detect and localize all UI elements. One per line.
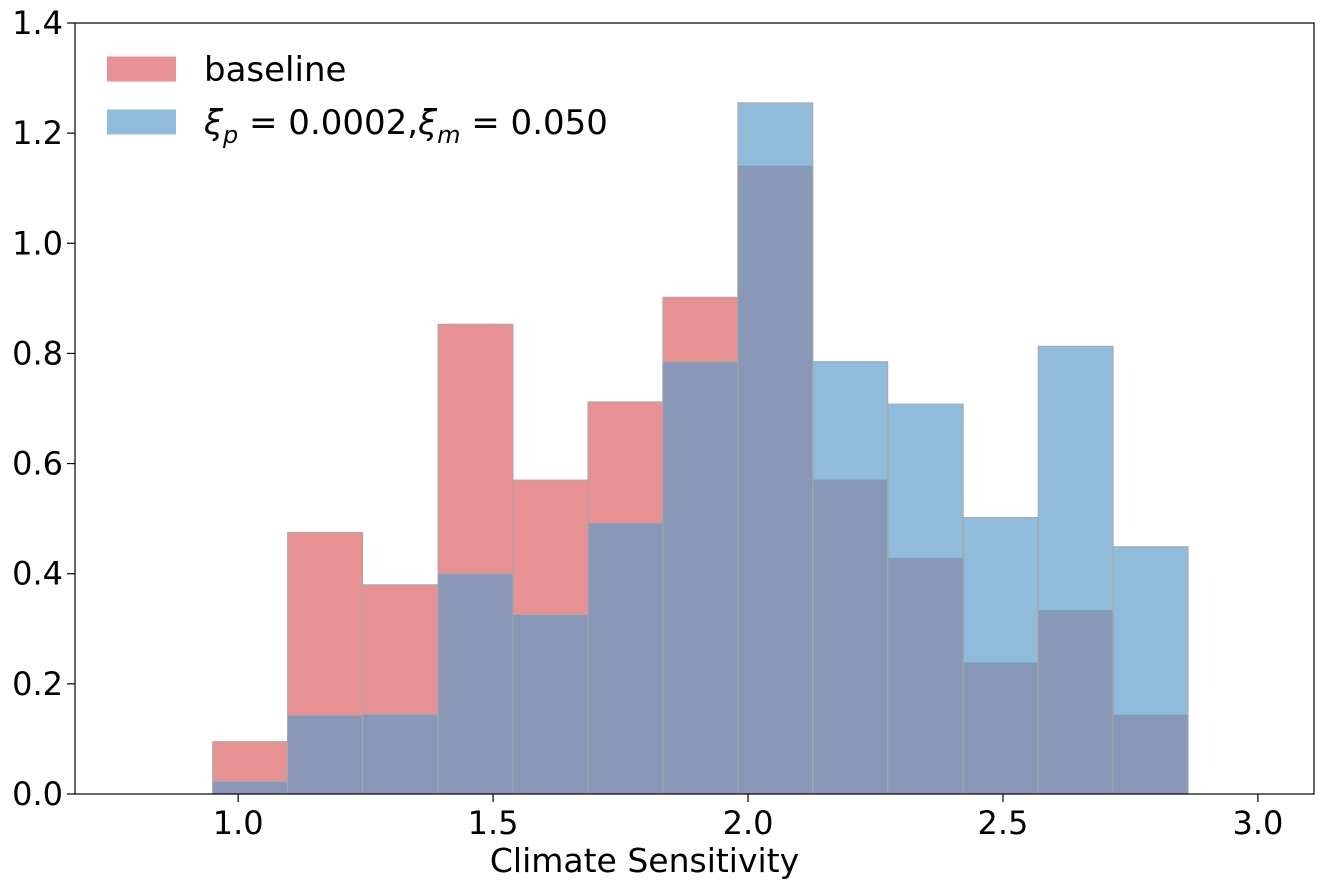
bar-series-2-bin-6: [587, 522, 664, 795]
bar-series-2-bin-5: [512, 613, 589, 795]
plot-frame: [74, 22, 1315, 795]
y-tick-label: 0.2: [12, 665, 63, 703]
bar-series-2-bin-1: [212, 780, 289, 795]
bar-series-2-bin-8: [737, 102, 814, 795]
bar-series-2-bin-12: [1037, 345, 1114, 795]
bar-series-2-bin-7: [662, 361, 739, 795]
legend-swatch-2: [107, 109, 176, 135]
bar-series-2-bin-9: [812, 361, 889, 795]
x-tick-label: 2.5: [978, 804, 1029, 842]
bar-series-2-bin-10: [887, 403, 964, 795]
y-tick-label: 1.2: [12, 114, 63, 152]
legend-label-1: baseline: [204, 50, 346, 90]
y-tick-label: 0.8: [12, 334, 63, 372]
x-tick-label: 2.0: [723, 804, 774, 842]
legend: baseline ξp = 0.0002,ξm = 0.050: [107, 50, 608, 149]
y-tick-label: 0.4: [12, 555, 63, 593]
legend-label-2: ξp = 0.0002,ξm = 0.050: [203, 103, 608, 149]
y-tick-label: 1.0: [12, 224, 63, 262]
bar-series-2-bin-11: [962, 517, 1039, 795]
bar-series-2-bin-4: [437, 573, 514, 795]
x-tick-label: 1.0: [213, 804, 264, 842]
y-tick-label: 0.0: [12, 775, 63, 813]
bar-series-2-bin-13: [1112, 546, 1189, 795]
bar-series-2-bin-2: [287, 714, 364, 795]
x-tick-label: 1.5: [468, 804, 519, 842]
x-tick-label: 3.0: [1232, 804, 1283, 842]
y-tick-label: 1.4: [12, 4, 63, 42]
bars-layer: [212, 102, 1189, 795]
x-axis-label: Climate Sensitivity: [490, 841, 799, 880]
legend-swatch-1: [107, 56, 176, 82]
axes-layer: 1.0 1.5 2.0 2.5 3.0 0.0 0.2 0.4 0.6 0.8 1.0 1.2 1.4 C…: [12, 4, 1315, 880]
y-tick-label: 0.6: [12, 445, 63, 483]
bar-series-2-bin-3: [362, 713, 439, 795]
